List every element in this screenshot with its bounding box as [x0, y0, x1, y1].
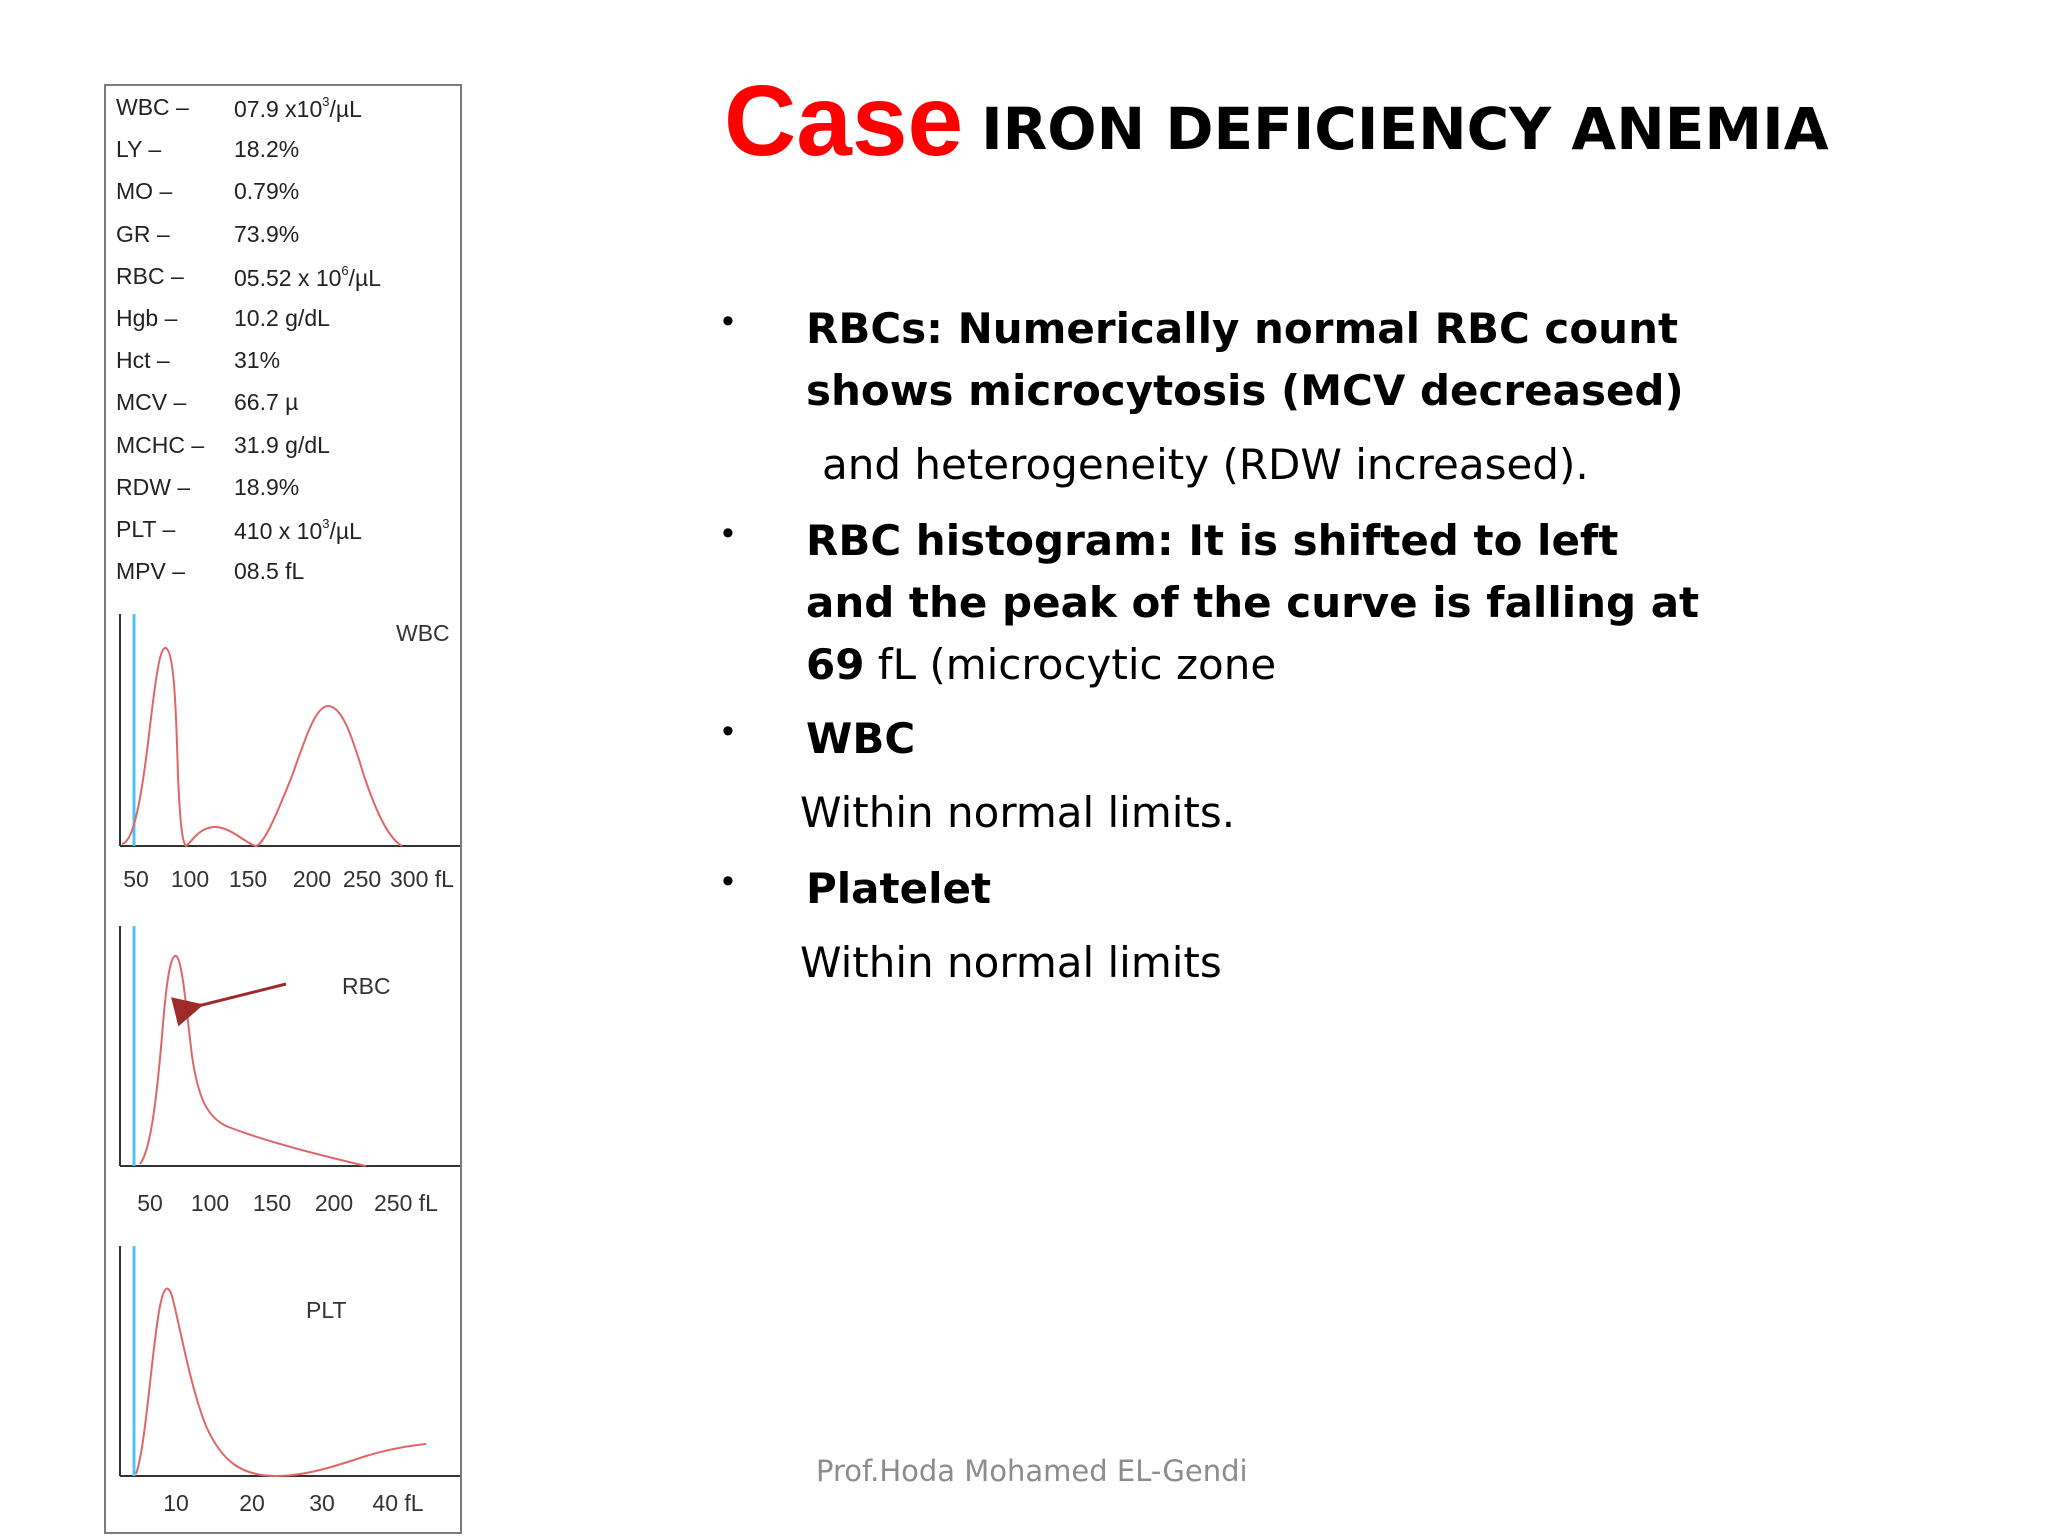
lab-value-name: PLT –: [116, 516, 176, 542]
lab-value-result: 73.9%: [234, 220, 300, 247]
lab-value-name: MCV –: [116, 389, 187, 416]
lab-value-name: GR –: [116, 220, 170, 247]
plt-histogram: PLT 10 20 30 40 fL: [119, 1246, 460, 1516]
lab-value-result: 10.2 g/dL: [234, 305, 330, 331]
peak-value: 69: [806, 640, 865, 689]
lab-value-result: 31%: [234, 347, 281, 374]
bullet-marker: •: [722, 862, 734, 900]
bullet-1-line-3: and heterogeneity (RDW increased).: [822, 440, 1589, 489]
lab-value-name: RBC –: [116, 262, 184, 289]
wbc-tick-label: 300 fL: [390, 866, 454, 892]
bullet-2-line-1: RBC histogram: It is shifted to left: [806, 516, 1619, 565]
wbc-histogram: WBC 50 100 150 200 250 300 fL: [119, 614, 460, 892]
lab-value-result: 410 x 103/µL: [234, 516, 362, 544]
lab-value-name: Hct –: [116, 347, 170, 374]
lab-value-name: WBC –: [116, 94, 189, 120]
rbc-curve: [139, 955, 367, 1167]
plt-tick-label: 40 fL: [372, 1490, 423, 1516]
lab-value-result: 0.79%: [234, 178, 300, 205]
rbc-tick-label: 200: [315, 1190, 353, 1216]
plt-tick-label: 20: [239, 1490, 265, 1516]
rbc-tick-label: 150: [253, 1190, 291, 1216]
rbc-tick-label: 50: [137, 1190, 163, 1216]
bullet-2-line-2: and the peak of the curve is falling at: [806, 578, 1700, 627]
bullet-2-line-3: 69 fL (microcytic zone: [806, 634, 1276, 696]
wbc-tick-label: 100: [171, 866, 209, 892]
bullet-3-body: Within normal limits.: [800, 788, 1236, 837]
wbc-tick-label: 200: [293, 866, 331, 892]
lab-report-panel: WBC – 07.9 x103/µL LY – 18.2% MO – 0.79% GR – 7…: [104, 84, 462, 1534]
lab-value-result: 07.9 x103/µL: [234, 94, 362, 122]
rbc-histogram-label: RBC: [342, 973, 391, 999]
lab-value-name: Hgb –: [116, 305, 178, 331]
rbc-arrow: [171, 982, 287, 1027]
bullet-marker: •: [722, 514, 734, 552]
wbc-tick-label: 50: [123, 866, 149, 892]
rbc-tick-label: 100: [191, 1190, 229, 1216]
wbc-histogram-label: WBC: [396, 620, 450, 646]
lab-value-result: 31.9 g/dL: [234, 431, 330, 458]
bullet-1-line-2: shows microcytosis (MCV decreased): [806, 366, 1684, 415]
lab-value-name: MO –: [116, 178, 173, 205]
slide-title: Case IRON DEFICIENCY ANEMIA: [724, 64, 1829, 179]
footer-author: Prof.Hoda Mohamed EL-Gendi: [816, 1454, 1248, 1488]
lab-value-result: 18.2%: [234, 136, 300, 163]
lab-value-name: MCHC –: [116, 431, 205, 458]
bullet-marker: •: [722, 302, 734, 340]
wbc-curve: [121, 647, 403, 848]
title-case-word: Case: [724, 65, 964, 177]
lab-value-name: RDW –: [116, 473, 191, 500]
wbc-tick-label: 150: [229, 866, 267, 892]
lab-value-result: 66.7 µ: [234, 389, 299, 416]
lab-value-result: 08.5 fL: [234, 558, 305, 585]
lab-value-result: 05.52 x 106/µL: [234, 262, 382, 291]
bullet-3-heading: WBC: [806, 714, 916, 763]
lab-value-name: MPV –: [116, 558, 186, 585]
rbc-histogram: RBC 50 100 150 200 250 fL: [119, 926, 460, 1216]
bullet-1-line-1: RBCs: Numerically normal RBC count: [806, 304, 1679, 353]
peak-rest: fL (microcytic zone: [864, 640, 1277, 689]
wbc-tick-label: 250: [343, 866, 381, 892]
bullet-4-heading: Platelet: [806, 864, 992, 913]
lab-value-result: 18.9%: [234, 473, 300, 500]
title-main: IRON DEFICIENCY ANEMIA: [981, 95, 1829, 163]
rbc-tick-label: 250 fL: [374, 1190, 438, 1216]
plt-tick-label: 10: [163, 1490, 189, 1516]
bullet-4-body: Within normal limits: [800, 938, 1222, 987]
plt-tick-label: 30: [309, 1490, 335, 1516]
plt-curve: [135, 1287, 427, 1478]
plt-histogram-label: PLT: [306, 1297, 346, 1323]
lab-value-name: LY –: [116, 136, 162, 163]
bullet-marker: •: [722, 712, 734, 750]
